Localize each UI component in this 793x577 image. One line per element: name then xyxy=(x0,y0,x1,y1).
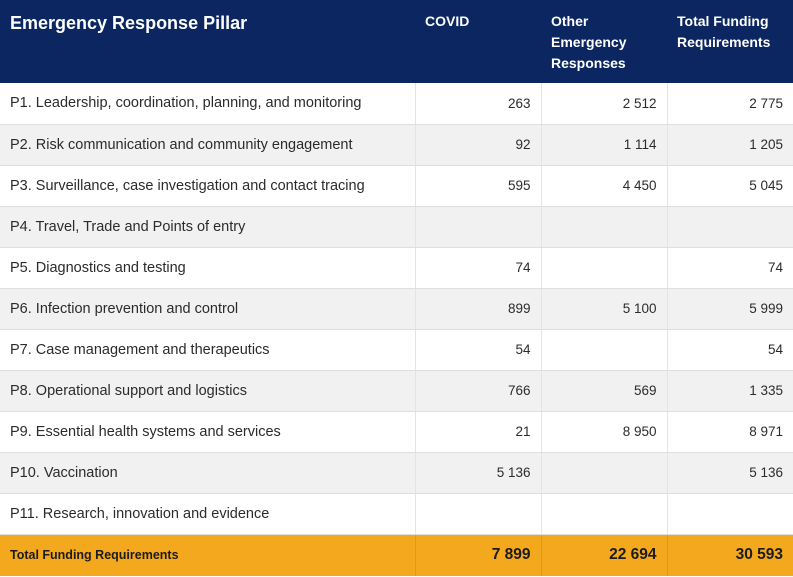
pillar-cell: P1. Leadership, coordination, planning, … xyxy=(0,83,416,125)
footer-row: Total Funding Requirements 7 899 22 694 … xyxy=(0,534,793,576)
covid-cell: 21 xyxy=(415,411,542,453)
covid-cell: 595 xyxy=(415,165,542,207)
other-cell: 8 950 xyxy=(541,411,668,453)
table-row: P9. Essential health systems and service… xyxy=(0,411,793,453)
total-cell: 74 xyxy=(667,247,793,289)
footer-total: 30 593 xyxy=(667,534,793,576)
covid-cell xyxy=(415,206,542,248)
table-body: P1. Leadership, coordination, planning, … xyxy=(0,83,793,535)
pillar-cell: P6. Infection prevention and control xyxy=(0,288,416,330)
pillar-cell: P4. Travel, Trade and Points of entry xyxy=(0,206,416,248)
total-cell: 5 136 xyxy=(667,452,793,494)
header-total: Total Funding Requirements xyxy=(667,0,793,83)
covid-cell: 263 xyxy=(415,83,542,125)
other-cell: 2 512 xyxy=(541,83,668,125)
other-cell xyxy=(541,329,668,371)
table-row: P3. Surveillance, case investigation and… xyxy=(0,165,793,207)
covid-cell: 54 xyxy=(415,329,542,371)
pillar-cell: P7. Case management and therapeutics xyxy=(0,329,416,371)
total-cell: 5 045 xyxy=(667,165,793,207)
other-cell: 5 100 xyxy=(541,288,668,330)
total-cell: 2 775 xyxy=(667,83,793,125)
covid-cell: 899 xyxy=(415,288,542,330)
table-footer: Total Funding Requirements 7 899 22 694 … xyxy=(0,534,793,576)
table-row: P10. Vaccination 5 136 5 136 xyxy=(0,452,793,494)
table-row: P11. Research, innovation and evidence xyxy=(0,493,793,535)
other-cell xyxy=(541,493,668,535)
covid-cell xyxy=(415,493,542,535)
pillar-cell: P2. Risk communication and community eng… xyxy=(0,124,416,166)
total-cell: 8 971 xyxy=(667,411,793,453)
table-header: Emergency Response Pillar COVID Other Em… xyxy=(0,0,793,83)
other-cell: 1 114 xyxy=(541,124,668,166)
pillar-cell: P9. Essential health systems and service… xyxy=(0,411,416,453)
total-cell: 1 335 xyxy=(667,370,793,412)
other-cell xyxy=(541,452,668,494)
other-cell xyxy=(541,247,668,289)
total-cell xyxy=(667,206,793,248)
table-row: P2. Risk communication and community eng… xyxy=(0,124,793,166)
pillar-cell: P5. Diagnostics and testing xyxy=(0,247,416,289)
header-covid: COVID xyxy=(415,0,541,83)
other-cell: 569 xyxy=(541,370,668,412)
covid-cell: 92 xyxy=(415,124,542,166)
header-other: Other Emergency Responses xyxy=(541,0,667,83)
total-cell: 5 999 xyxy=(667,288,793,330)
table-row: P8. Operational support and logistics 766… xyxy=(0,370,793,412)
total-cell xyxy=(667,493,793,535)
table-row: P1. Leadership, coordination, planning, … xyxy=(0,83,793,125)
total-cell: 54 xyxy=(667,329,793,371)
header-pillar: Emergency Response Pillar xyxy=(0,0,415,83)
pillar-cell: P10. Vaccination xyxy=(0,452,416,494)
pillar-cell: P3. Surveillance, case investigation and… xyxy=(0,165,416,207)
footer-label: Total Funding Requirements xyxy=(0,534,416,576)
table-row: P5. Diagnostics and testing 74 74 xyxy=(0,247,793,289)
other-cell: 4 450 xyxy=(541,165,668,207)
footer-covid: 7 899 xyxy=(415,534,542,576)
covid-cell: 766 xyxy=(415,370,542,412)
other-cell xyxy=(541,206,668,248)
covid-cell: 74 xyxy=(415,247,542,289)
table-row: P6. Infection prevention and control 899 5… xyxy=(0,288,793,330)
covid-cell: 5 136 xyxy=(415,452,542,494)
pillar-cell: P8. Operational support and logistics xyxy=(0,370,416,412)
total-cell: 1 205 xyxy=(667,124,793,166)
header-row: Emergency Response Pillar COVID Other Em… xyxy=(0,0,793,83)
table-row: P4. Travel, Trade and Points of entry xyxy=(0,206,793,248)
footer-other: 22 694 xyxy=(541,534,668,576)
table-row: P7. Case management and therapeutics 54 54 xyxy=(0,329,793,371)
pillar-cell: P11. Research, innovation and evidence xyxy=(0,493,416,535)
